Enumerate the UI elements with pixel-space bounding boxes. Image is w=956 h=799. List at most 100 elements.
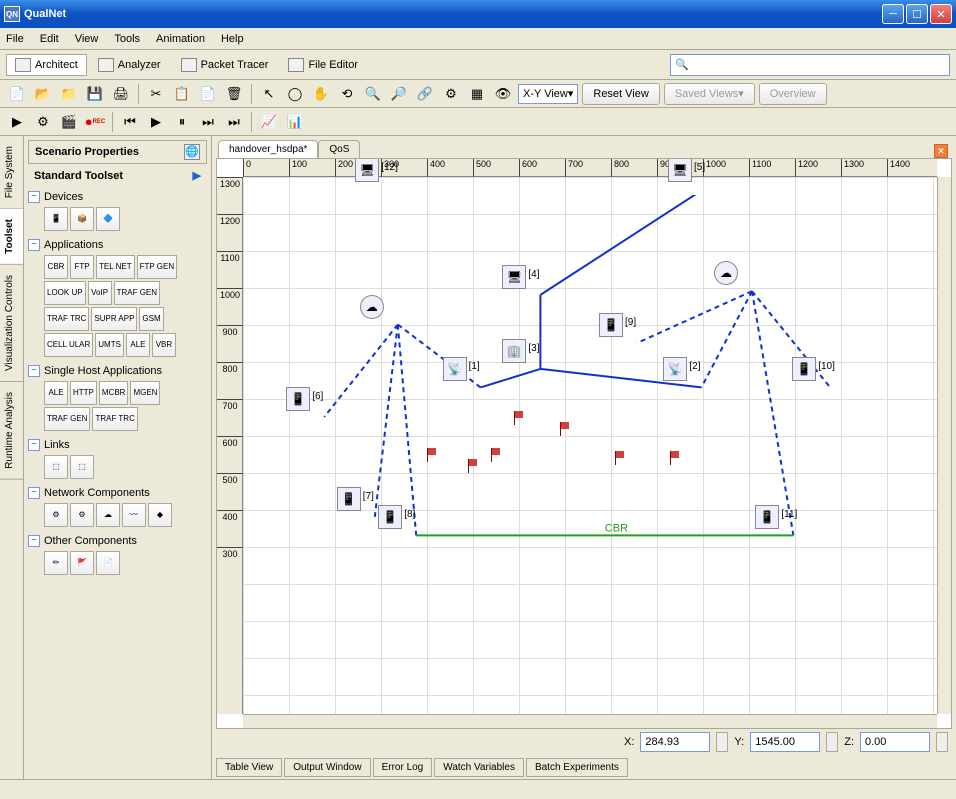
node-n1[interactable]: 📡[1] xyxy=(443,357,467,381)
flag-1[interactable] xyxy=(466,459,480,473)
y-spinner[interactable] xyxy=(826,732,838,752)
menu-view[interactable]: View xyxy=(75,33,99,45)
palette-item[interactable]: ⚙ xyxy=(70,503,94,527)
palette-item[interactable]: ALE xyxy=(126,333,150,357)
grid-icon[interactable]: ▦ xyxy=(466,83,488,105)
play-icon[interactable]: ▶ xyxy=(145,111,167,133)
palette-item[interactable]: TEL NET xyxy=(96,255,135,279)
vtab-runtime-analysis[interactable]: Runtime Analysis xyxy=(0,382,23,480)
tool2-icon[interactable]: 👁 xyxy=(492,83,514,105)
flag-0[interactable] xyxy=(425,448,439,462)
palette-item[interactable]: ◆ xyxy=(148,503,172,527)
z-input[interactable]: 0.00 xyxy=(860,732,930,752)
mode-analyzer[interactable]: Analyzer xyxy=(89,54,170,76)
saved-views-button[interactable]: Saved Views ▾ xyxy=(664,83,755,105)
y-input[interactable]: 1545.00 xyxy=(750,732,820,752)
lasso-icon[interactable]: ◯ xyxy=(284,83,306,105)
bottom-tab-batch-experiments[interactable]: Batch Experiments xyxy=(526,758,628,777)
bottom-tab-table-view[interactable]: Table View xyxy=(216,758,282,777)
palette-item[interactable]: ⚙ xyxy=(44,503,68,527)
palette-item[interactable]: TRAF TRC xyxy=(44,307,89,331)
palette-item[interactable]: CBR xyxy=(44,255,68,279)
minimize-button[interactable]: ─ xyxy=(882,4,904,24)
last-icon[interactable]: ⏭ xyxy=(223,111,245,133)
first-icon[interactable]: ⏮ xyxy=(119,111,141,133)
scrollbar-horizontal[interactable] xyxy=(243,714,937,728)
record-icon[interactable]: ●REC xyxy=(84,111,106,133)
palette-item[interactable]: VBR xyxy=(152,333,176,357)
flag-2[interactable] xyxy=(512,411,526,425)
flag-3[interactable] xyxy=(558,422,572,436)
overview-button[interactable]: Overview xyxy=(759,83,827,105)
run-icon[interactable]: ▶ xyxy=(6,111,28,133)
standard-toolset-header[interactable]: Standard Toolset▶ xyxy=(28,166,207,185)
menu-animation[interactable]: Animation xyxy=(156,33,205,45)
node-c2[interactable]: ☁ xyxy=(714,261,738,285)
palette-item[interactable]: GSM xyxy=(139,307,163,331)
group-other-components[interactable]: −Other Components xyxy=(28,533,207,549)
clap-icon[interactable]: 🎬 xyxy=(58,111,80,133)
palette-item[interactable]: ALE xyxy=(44,381,68,405)
node-n2[interactable]: 📡[2] xyxy=(663,357,687,381)
palette-item[interactable]: 📱 xyxy=(44,207,68,231)
chart2-icon[interactable]: 📊 xyxy=(284,111,306,133)
rotate-icon[interactable]: ⟲ xyxy=(336,83,358,105)
z-spinner[interactable] xyxy=(936,732,948,752)
node-n7[interactable]: 📱[7] xyxy=(337,487,361,511)
node-n9[interactable]: 📱[9] xyxy=(599,313,623,337)
delete-icon[interactable]: 🗑 xyxy=(223,83,245,105)
pause-icon[interactable]: ⏸ xyxy=(171,111,193,133)
palette-item[interactable]: LOOK UP xyxy=(44,281,86,305)
palette-item[interactable]: CELL ULAR xyxy=(44,333,93,357)
view-select[interactable]: X-Y View ▾ xyxy=(518,84,578,104)
mode-file-editor[interactable]: File Editor xyxy=(279,54,367,76)
maximize-button[interactable]: ☐ xyxy=(906,4,928,24)
palette-item[interactable]: VoIP xyxy=(88,281,112,305)
reset-view-button[interactable]: Reset View xyxy=(582,83,659,105)
search-box[interactable]: 🔍 xyxy=(670,54,950,76)
print-icon[interactable]: 🖨 xyxy=(110,83,132,105)
vtab-toolset[interactable]: Toolset xyxy=(0,209,23,265)
menu-edit[interactable]: Edit xyxy=(40,33,59,45)
close-button[interactable]: ✕ xyxy=(930,4,952,24)
palette-item[interactable]: FTP xyxy=(70,255,94,279)
group-links[interactable]: −Links xyxy=(28,437,207,453)
gear-icon[interactable]: ⚙ xyxy=(32,111,54,133)
scrollbar-vertical[interactable] xyxy=(937,177,951,714)
node-n4[interactable]: 🖥[4] xyxy=(502,265,526,289)
new-icon[interactable]: 📄 xyxy=(6,83,28,105)
tab-close-icon[interactable]: ✕ xyxy=(934,144,948,158)
palette-item[interactable]: ✏ xyxy=(44,551,68,575)
paste-icon[interactable]: 📄 xyxy=(197,83,219,105)
canvas[interactable]: 0100200300400500600700800900100011001200… xyxy=(216,158,952,729)
node-n5[interactable]: 🖥[5] xyxy=(668,158,692,182)
x-input[interactable]: 284.93 xyxy=(640,732,710,752)
bottom-tab-watch-variables[interactable]: Watch Variables xyxy=(434,758,524,777)
node-n11[interactable]: 📱[11] xyxy=(755,505,779,529)
node-n3[interactable]: 🏢[3] xyxy=(502,339,526,363)
group-applications[interactable]: −Applications xyxy=(28,237,207,253)
open-icon[interactable]: 📂 xyxy=(32,83,54,105)
node-n10[interactable]: 📱[10] xyxy=(792,357,816,381)
palette-item[interactable]: SUPR APP xyxy=(91,307,137,331)
palette-item[interactable]: ⬚ xyxy=(44,455,68,479)
scenario-properties-header[interactable]: Scenario Properties🌐 xyxy=(28,140,207,164)
open2-icon[interactable]: 📁 xyxy=(58,83,80,105)
node-n8[interactable]: 📱[8] xyxy=(378,505,402,529)
palette-item[interactable]: 〰 xyxy=(122,503,146,527)
x-spinner[interactable] xyxy=(716,732,728,752)
group-devices[interactable]: −Devices xyxy=(28,189,207,205)
flag-5[interactable] xyxy=(613,451,627,465)
vtab-visualization-controls[interactable]: Visualization Controls xyxy=(0,265,23,382)
mode-architect[interactable]: Architect xyxy=(6,54,87,76)
link-icon[interactable]: 🔗 xyxy=(414,83,436,105)
node-n6[interactable]: 📱[6] xyxy=(286,387,310,411)
node-c1[interactable]: ☁ xyxy=(360,295,384,319)
palette-item[interactable]: FTP GEN xyxy=(137,255,178,279)
palette-item[interactable]: TRAF TRC xyxy=(92,407,137,431)
palette-item[interactable]: 📦 xyxy=(70,207,94,231)
group-network-components[interactable]: −Network Components xyxy=(28,485,207,501)
palette-item[interactable]: 🚩 xyxy=(70,551,94,575)
palette-item[interactable]: MCBR xyxy=(99,381,129,405)
palette-item[interactable]: ☁ xyxy=(96,503,120,527)
